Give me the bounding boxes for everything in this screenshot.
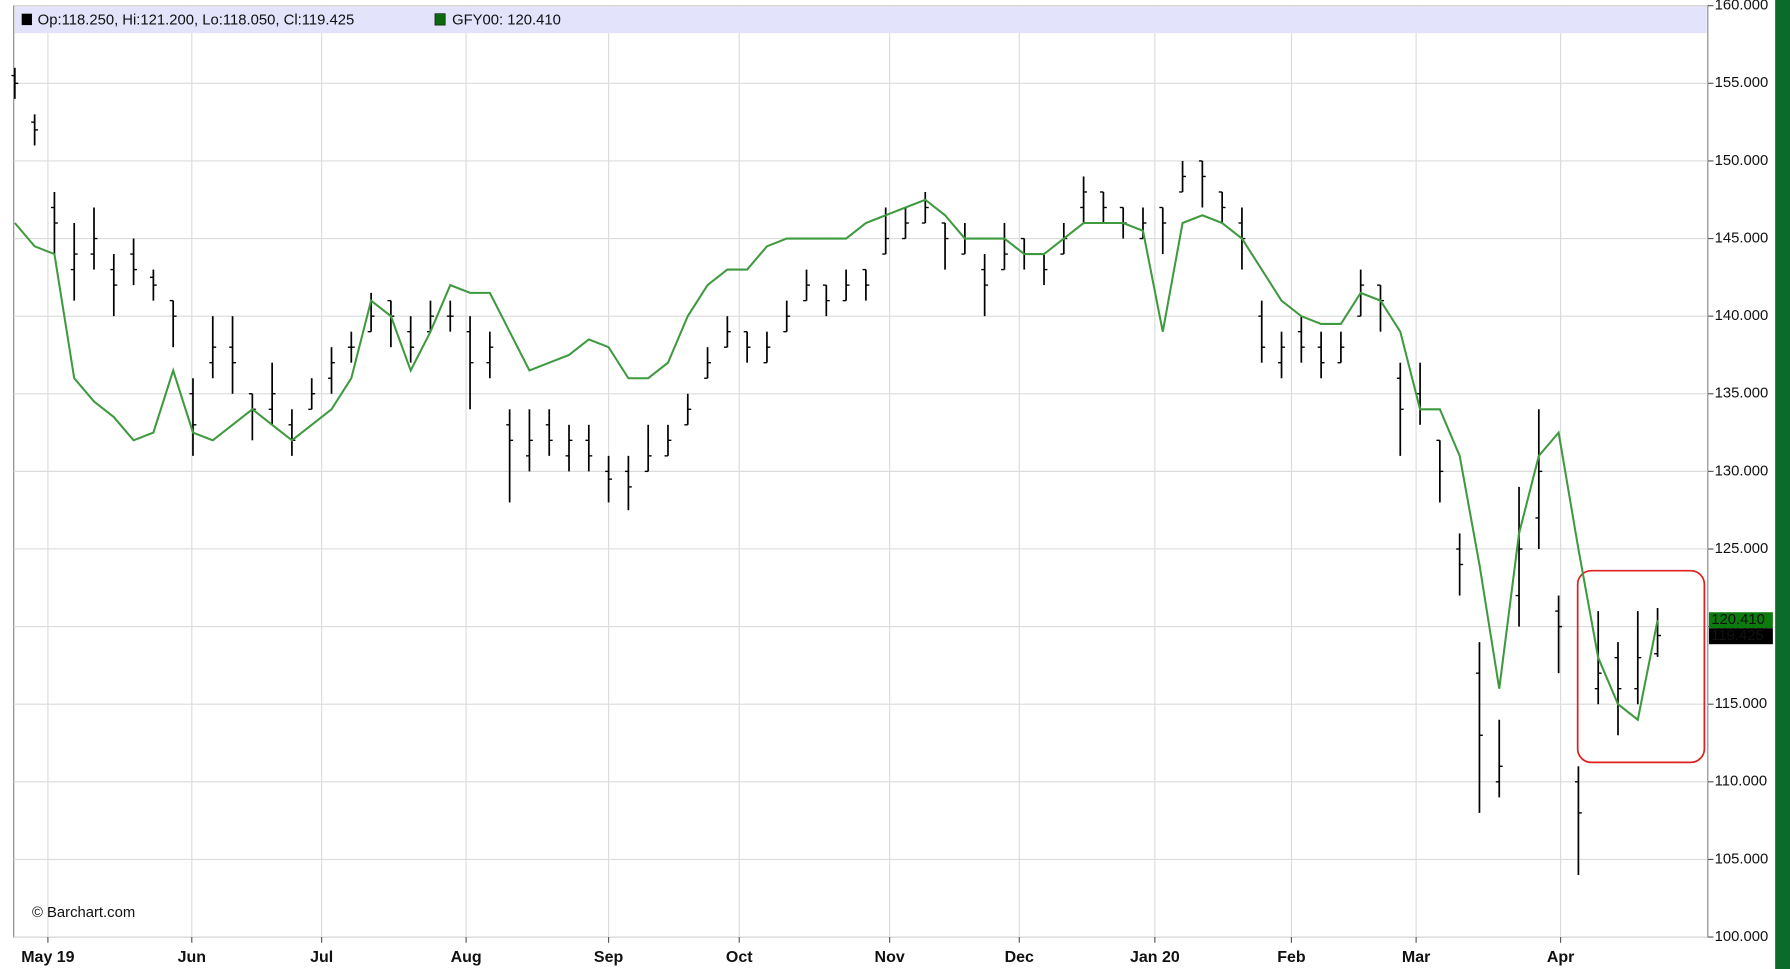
highlight-box bbox=[1576, 569, 1706, 764]
grid bbox=[13, 5, 1708, 938]
last-value-label: 119.425 bbox=[1711, 628, 1764, 644]
legend-band bbox=[14, 6, 1707, 34]
y-tick-label: 135.000 bbox=[1715, 386, 1769, 402]
y-tick-label: 115.000 bbox=[1715, 696, 1768, 712]
x-tick-label: Nov bbox=[875, 949, 905, 966]
legend-swatch bbox=[434, 13, 446, 26]
y-tick-label: 105.000 bbox=[1715, 851, 1769, 867]
x-tick-label: May 19 bbox=[21, 949, 74, 966]
x-tick-label: Oct bbox=[726, 949, 753, 966]
y-tick-label: 140.000 bbox=[1715, 308, 1769, 324]
x-tick-label: Apr bbox=[1547, 949, 1575, 966]
legend-ohlc: Op:118.250, Hi:121.200, Lo:118.050, Cl:1… bbox=[38, 12, 355, 28]
y-tick-label: 100.000 bbox=[1715, 929, 1769, 945]
credit: © Barchart.com bbox=[32, 905, 135, 921]
x-tick-label: Jun bbox=[178, 949, 206, 966]
legend-swatch bbox=[21, 13, 32, 26]
y-tick-label: 160.000 bbox=[1715, 0, 1769, 14]
last-value-label: 120.410 bbox=[1711, 612, 1765, 628]
x-tick-label: Sep bbox=[594, 949, 624, 966]
x-tick-label: Aug bbox=[451, 949, 482, 966]
y-tick-label: 150.000 bbox=[1715, 153, 1769, 169]
x-tick-label: Jul bbox=[310, 949, 333, 966]
legend-line: GFY00: 120.410 bbox=[452, 12, 561, 28]
y-tick-label: 110.000 bbox=[1715, 774, 1768, 790]
y-tick-label: 145.000 bbox=[1715, 230, 1769, 246]
y-tick-label: 155.000 bbox=[1715, 75, 1769, 91]
x-tick-label: Feb bbox=[1277, 949, 1306, 966]
last-value-box bbox=[1708, 612, 1773, 629]
series-line bbox=[14, 198, 1659, 722]
last-value-box bbox=[1708, 628, 1773, 645]
y-tick-label: 130.000 bbox=[1715, 463, 1769, 479]
x-tick-label: Mar bbox=[1402, 949, 1430, 966]
edge-strip bbox=[1775, 0, 1790, 969]
x-tick-label: Jan 20 bbox=[1130, 949, 1180, 966]
x-tick-label: Dec bbox=[1005, 949, 1034, 966]
y-tick-label: 125.000 bbox=[1715, 541, 1769, 557]
